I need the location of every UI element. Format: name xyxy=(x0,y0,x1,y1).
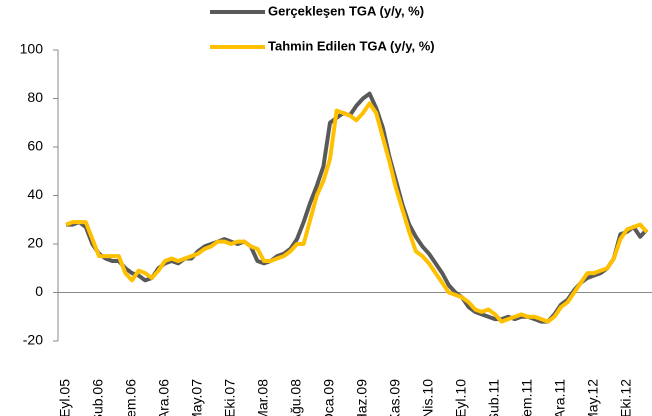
x-tick-label: May.07 xyxy=(189,379,205,416)
x-tick-label: Kas.09 xyxy=(387,379,403,416)
y-tick-label: 20 xyxy=(27,235,43,251)
x-tick-label: Şub.11 xyxy=(486,379,502,416)
y-tick-label: 80 xyxy=(27,89,43,105)
series-line xyxy=(66,91,649,324)
series-line xyxy=(65,101,649,324)
x-tick-label: Mar.08 xyxy=(255,379,271,416)
legend-label: Tahmin Edilen TGA (y/y, %) xyxy=(268,38,435,53)
x-tick-label: Nis.10 xyxy=(420,379,436,416)
y-tick-label: 100 xyxy=(20,41,44,57)
x-tick-label: Haz.09 xyxy=(354,379,370,416)
y-tick-label: 0 xyxy=(35,283,43,299)
y-tick-label: -20 xyxy=(23,332,43,348)
x-tick-label: Eyl.05 xyxy=(57,379,73,416)
x-tick-label: Ağu.08 xyxy=(288,379,304,416)
x-tick-label: Eki.12 xyxy=(618,379,634,416)
x-tick-label: Şub.06 xyxy=(90,379,106,416)
x-tick-label: Eki.07 xyxy=(222,379,238,416)
legend-label: Gerçekleşen TGA (y/y, %) xyxy=(268,3,424,18)
x-tick-label: Ara.11 xyxy=(552,379,568,416)
x-tick-label: Tem.06 xyxy=(123,379,139,416)
x-tick-label: Ara.06 xyxy=(156,379,172,416)
y-tick-label: 60 xyxy=(27,138,43,154)
x-tick-label: Eyl.10 xyxy=(453,379,469,416)
x-tick-label: May.12 xyxy=(585,379,601,416)
y-tick-label: 40 xyxy=(27,186,43,202)
x-tick-label: Tem.11 xyxy=(519,379,535,416)
x-tick-label: Oca.09 xyxy=(321,379,337,416)
